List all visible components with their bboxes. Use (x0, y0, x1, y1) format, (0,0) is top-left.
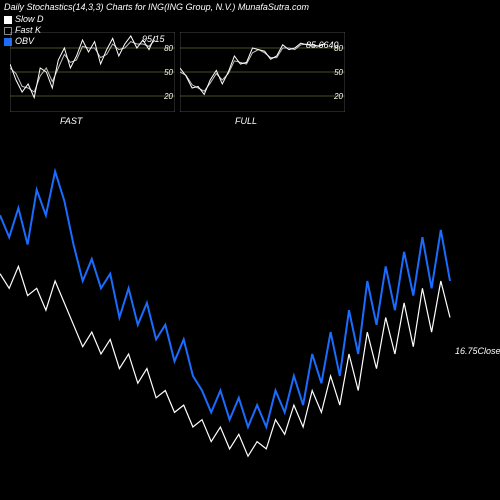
close-label: 16.75Close (455, 346, 500, 356)
mini-chart-full-label: FULL (235, 116, 257, 126)
mini-chart-fast-label: FAST (60, 116, 82, 126)
mini-chart-fast: 20 50 80 (10, 32, 175, 112)
legend-label-slow-d: Slow D (15, 14, 44, 25)
chart-container: Daily Stochastics (14,3,3) Charts for IN… (0, 0, 500, 500)
legend-slow-d: Slow D (4, 14, 44, 25)
mini-chart-full-value: 85.6640 (306, 40, 339, 50)
title-right: (ING Group, N.V.) MunafaSutra.com (164, 2, 309, 12)
title-left: Daily Stochastics (4, 2, 73, 12)
svg-text:80: 80 (164, 44, 173, 53)
svg-text:50: 50 (164, 68, 173, 77)
mini-chart-fast-value: 95.15 (142, 34, 165, 44)
main-chart (0, 135, 500, 500)
svg-text:50: 50 (334, 68, 343, 77)
svg-text:20: 20 (333, 92, 343, 101)
svg-text:20: 20 (163, 92, 173, 101)
chart-header: Daily Stochastics (14,3,3) Charts for IN… (4, 2, 496, 12)
legend-swatch-slow-d (4, 16, 12, 24)
title-mid: (14,3,3) Charts for ING (73, 2, 165, 12)
